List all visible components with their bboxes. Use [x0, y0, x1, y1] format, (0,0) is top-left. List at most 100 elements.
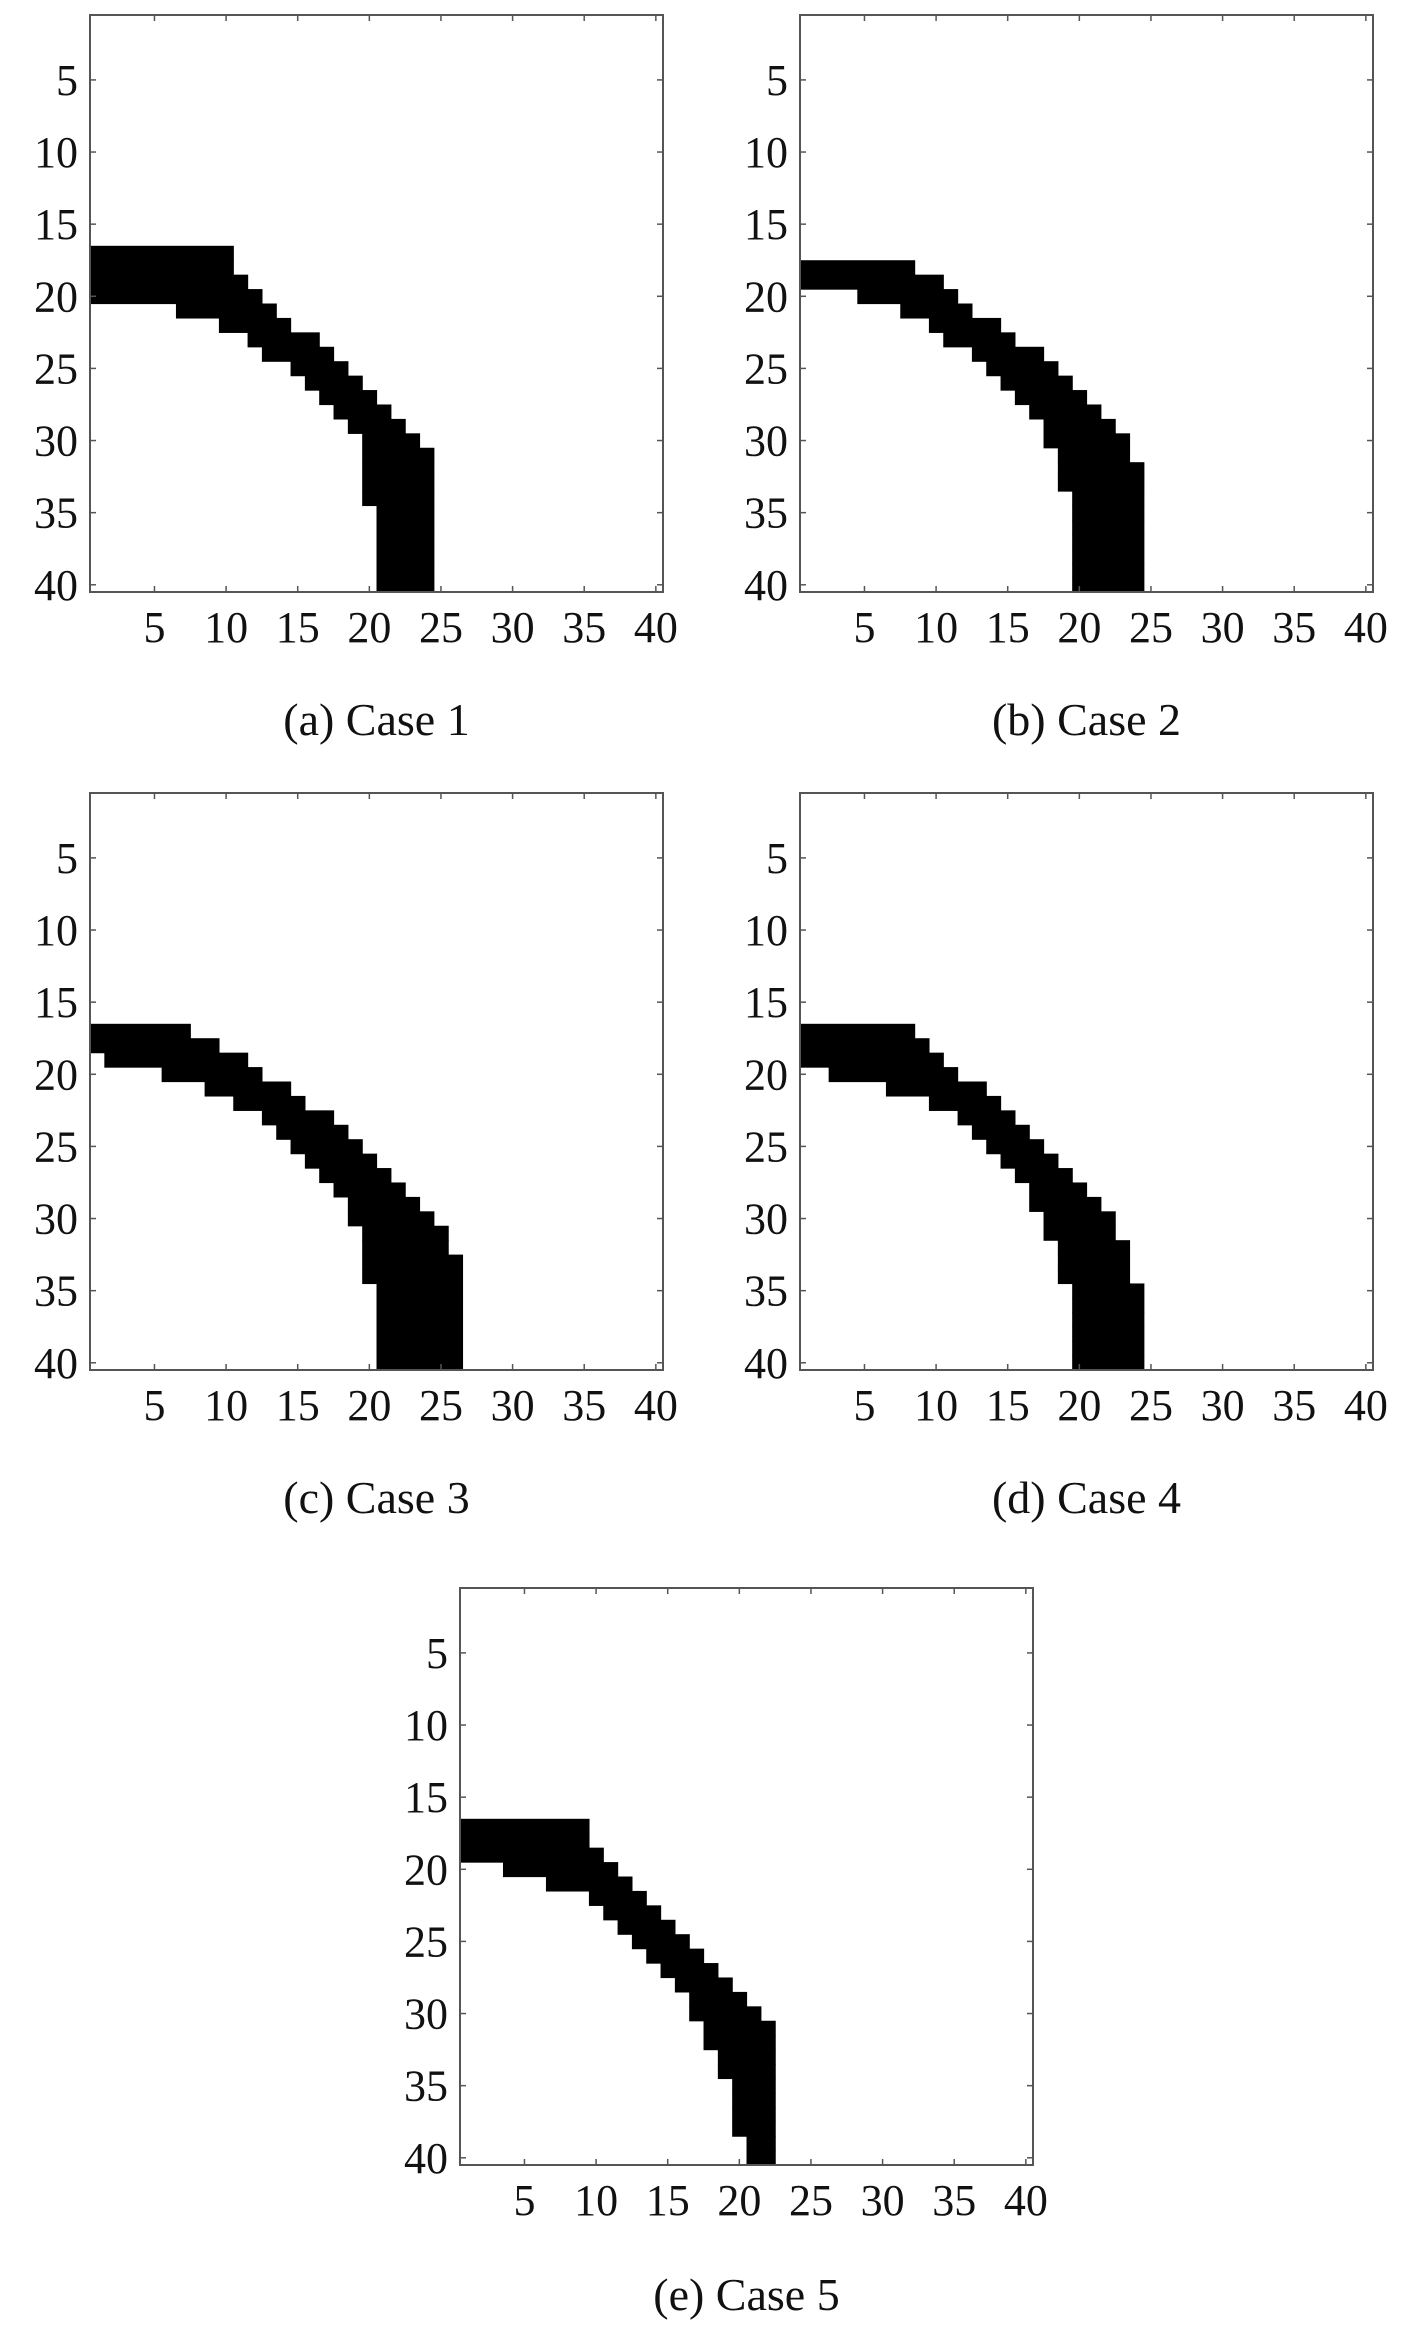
band-row-cell — [828, 1067, 959, 1083]
band-row-cell — [1072, 534, 1145, 550]
x-tick-label: 10 — [574, 2176, 618, 2225]
band-row-cell — [689, 1991, 748, 2007]
band-row-cell — [1029, 1182, 1088, 1198]
band-row-cell — [1000, 375, 1073, 391]
y-tick-label: 15 — [34, 200, 78, 249]
band-row-cell — [376, 1283, 464, 1299]
band-row-cell — [1057, 476, 1145, 492]
panel-caption: (b) Case 2 — [992, 694, 1181, 745]
x-tick-label: 20 — [1057, 603, 1101, 652]
y-tick-label: 5 — [426, 1629, 448, 1678]
band-row-cell — [986, 361, 1059, 377]
y-tick-label: 25 — [34, 1122, 78, 1171]
y-tick-label: 15 — [34, 978, 78, 1027]
x-tick-label: 5 — [143, 1381, 165, 1430]
x-tick-label: 20 — [347, 603, 391, 652]
panel-caption: (a) Case 1 — [283, 694, 469, 745]
x-tick-label: 5 — [513, 2176, 535, 2225]
y-tick-label: 35 — [34, 1267, 78, 1316]
y-tick-label: 30 — [744, 1195, 788, 1244]
y-tick-label: 10 — [744, 128, 788, 177]
band-row-cell — [1072, 1297, 1145, 1313]
band-row-cell — [290, 361, 349, 377]
band-row-cell — [1057, 1240, 1131, 1256]
panel-e: 5 10 15 20 25 30 35 40 5 10 15 20 25 30 35 40 (e) Case 5 — [404, 1587, 1048, 2320]
axes-frame — [799, 792, 1374, 1371]
panel-caption: (c) Case 3 — [283, 1472, 469, 1523]
band-row-cell — [885, 1081, 987, 1097]
y-tick-label: 40 — [744, 1339, 788, 1388]
y-tick-label: 25 — [744, 344, 788, 393]
band-row-cell — [732, 2078, 776, 2094]
panel-d: 5 10 15 20 25 30 35 40 5 10 15 20 25 30 35 40 (d) Case 4 — [744, 792, 1388, 1523]
band-row-cell — [545, 1876, 633, 1892]
band-row-cell — [333, 1182, 406, 1198]
band-row-cell — [1043, 418, 1116, 434]
x-tick-label: 35 — [1272, 603, 1316, 652]
band-row-cell — [1057, 462, 1145, 478]
x-tick-label: 15 — [986, 1381, 1030, 1430]
x-tick-label: 5 — [143, 603, 165, 652]
x-tick-label: 5 — [853, 1381, 875, 1430]
band-row-cell — [376, 1326, 464, 1342]
y-tick-label: 10 — [34, 906, 78, 955]
band-row-cell — [1072, 563, 1145, 579]
band-row-cell — [376, 563, 435, 579]
y-tick-label: 35 — [744, 489, 788, 538]
band-row-cell — [362, 433, 421, 449]
band-row-cell — [362, 1254, 464, 1270]
band-row-cell — [376, 1355, 464, 1371]
x-tick-label: 25 — [419, 1381, 463, 1430]
band-row-cell — [276, 1124, 349, 1140]
band-row-cell — [1014, 1168, 1073, 1184]
x-tick-label: 25 — [419, 603, 463, 652]
x-tick-label: 5 — [853, 603, 875, 652]
y-tick-label: 30 — [404, 1990, 448, 2039]
y-tick-label: 35 — [744, 1267, 788, 1316]
band-row-cell — [362, 491, 435, 507]
band-row-cell — [376, 548, 435, 564]
band-row-cell — [732, 2092, 776, 2108]
x-tick-label: 20 — [1057, 1381, 1101, 1430]
y-tick-label: 25 — [34, 344, 78, 393]
band-row-cell — [104, 1052, 249, 1068]
band-row-cell — [175, 303, 277, 319]
band-row-cell — [1072, 505, 1145, 521]
band-row-cell — [1072, 491, 1145, 507]
band-row-cell — [460, 1818, 590, 1834]
band-row-cell — [1014, 390, 1088, 406]
band-row-cell — [319, 1168, 392, 1184]
band-row-cell — [333, 404, 392, 420]
band-row-cell — [161, 1067, 263, 1083]
band-row-cell — [1029, 1196, 1102, 1212]
band-row-cell — [1043, 1225, 1116, 1241]
band-row-cell — [376, 519, 435, 535]
y-tick-label: 10 — [34, 128, 78, 177]
band-row-cell — [1072, 1312, 1145, 1328]
axes-frame — [89, 792, 664, 1371]
y-tick-label: 20 — [404, 1845, 448, 1894]
band-row-cell — [717, 2064, 776, 2080]
band-row-cell — [746, 2150, 776, 2166]
x-tick-label: 15 — [276, 603, 320, 652]
band-row-cell — [957, 1110, 1016, 1126]
band-row-cell — [233, 1095, 306, 1111]
y-tick-label: 10 — [404, 1701, 448, 1750]
band-row-cell — [362, 1225, 449, 1241]
y-tick-label: 40 — [34, 561, 78, 610]
axes-frame — [799, 14, 1374, 593]
band-row-cell — [204, 1081, 292, 1097]
band-row-cell — [800, 1023, 916, 1039]
x-tick-label: 30 — [1201, 1381, 1245, 1430]
band-row-cell — [90, 1038, 220, 1054]
band-row-cell — [943, 332, 1016, 348]
x-tick-label: 35 — [562, 603, 606, 652]
band-row-cell — [362, 1269, 464, 1285]
x-tick-label: 40 — [1004, 2176, 1048, 2225]
band-row-cell — [362, 462, 435, 478]
y-tick-label: 5 — [766, 56, 788, 105]
band-row-cell — [90, 260, 234, 276]
band-row-cell — [460, 1847, 604, 1863]
band-row-cell — [1072, 548, 1145, 564]
band-row-cell — [986, 1139, 1045, 1155]
